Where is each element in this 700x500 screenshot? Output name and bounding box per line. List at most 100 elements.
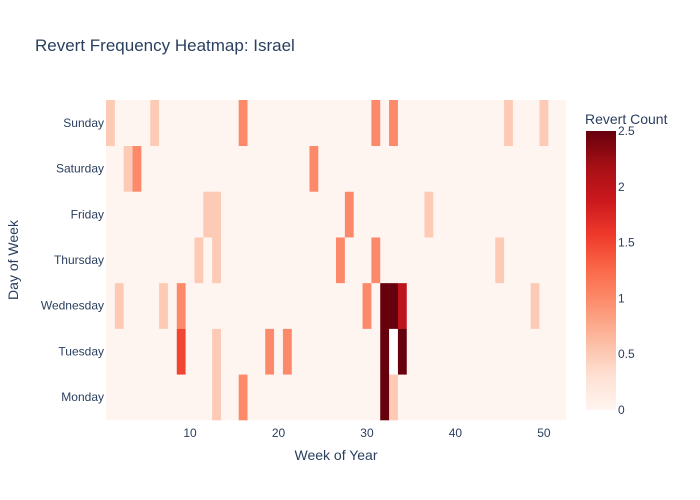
heatmap-cell-sunday-w1	[106, 100, 116, 147]
heatmap-cell-saturday-w43	[477, 145, 487, 192]
heatmap-cell-thursday-w48	[521, 237, 531, 284]
heatmap-cell-tuesday-w8	[167, 328, 178, 375]
heatmap-cell-wednesday-w15	[229, 282, 239, 329]
heatmap-cell-saturday-w15	[229, 145, 239, 192]
heatmap-cell-monday-w36	[415, 374, 425, 421]
heatmap-cell-saturday-w33	[389, 145, 399, 192]
heatmap-cell-friday-w39	[442, 191, 452, 238]
heatmap-cell-monday-w39	[442, 374, 452, 421]
heatmap-cell-tuesday-w4	[132, 328, 142, 375]
heatmap-cell-tuesday-w9	[176, 328, 186, 375]
heatmap-cell-wednesday-w5	[141, 282, 151, 329]
heatmap-cell-tuesday-w18	[256, 328, 266, 375]
heatmap-cell-saturday-w2	[114, 145, 124, 192]
heatmap-cell-wednesday-w31	[371, 282, 381, 329]
heatmap-cell-thursday-w45	[495, 237, 505, 284]
heatmap-cell-monday-w49	[530, 374, 540, 421]
heatmap-cell-friday-w12	[203, 191, 213, 238]
heatmap-cell-sunday-w31	[371, 100, 381, 147]
y-tick-label: Sunday	[63, 116, 104, 130]
heatmap-cell-thursday-w6	[150, 237, 160, 284]
heatmap-cell-tuesday-w38	[433, 328, 443, 375]
heatmap-cell-saturday-w48	[521, 145, 531, 192]
heatmap-cell-tuesday-w32	[380, 328, 390, 375]
heatmap-cell-thursday-w46	[504, 237, 514, 284]
heatmap-cell-monday-w45	[495, 374, 505, 421]
heatmap-cell-sunday-w9	[176, 100, 186, 147]
heatmap-cell-monday-w41	[459, 374, 469, 421]
heatmap-cell-sunday-w35	[406, 100, 416, 147]
heatmap-cell-wednesday-w8	[167, 282, 178, 329]
heatmap-cell-monday-w20	[274, 374, 284, 421]
heatmap-cell-tuesday-w27	[336, 328, 346, 375]
heatmap-cell-thursday-w50	[539, 237, 549, 284]
heatmap-cell-tuesday-w52	[557, 328, 567, 375]
heatmap-cell-friday-w15	[229, 191, 239, 238]
colorbar-ticks: 0 0.5 1 1.5 2 2.5	[618, 124, 635, 417]
heatmap-cell-saturday-w42	[468, 145, 478, 192]
heatmap-cell-thursday-w22	[291, 237, 301, 284]
heatmap-cell-saturday-w29	[353, 145, 363, 192]
heatmap-cell-friday-w45	[495, 191, 505, 238]
heatmap-cell-sunday-w39	[442, 100, 452, 147]
heatmap-cell-saturday-w18	[256, 145, 266, 192]
heatmap-cell-friday-w48	[521, 191, 531, 238]
heatmap-cell-thursday-w43	[477, 237, 487, 284]
heatmap-cell-monday-w46	[504, 374, 514, 421]
heatmap-cell-saturday-w11	[194, 145, 204, 192]
heatmap-cell-sunday-w47	[512, 100, 523, 147]
heatmap-cell-friday-w44	[486, 191, 496, 238]
heatmap-cell-sunday-w43	[477, 100, 487, 147]
heatmap-cell-tuesday-w29	[353, 328, 363, 375]
heatmap-cell-friday-w5	[141, 191, 151, 238]
heatmap-cell-wednesday-w2	[114, 282, 124, 329]
heatmap-cell-monday-w28	[344, 374, 354, 421]
heatmap-cell-sunday-w41	[459, 100, 469, 147]
heatmap-cell-saturday-w4	[132, 145, 142, 192]
heatmap-cell-monday-w15	[229, 374, 239, 421]
heatmap-cell-tuesday-w2	[114, 328, 124, 375]
heatmap-cell-thursday-w19	[265, 237, 275, 284]
heatmap-cell-wednesday-w44	[486, 282, 496, 329]
heatmap-cell-thursday-w30	[362, 237, 372, 284]
heatmap-cell-sunday-w13	[212, 100, 222, 147]
heatmap-cell-sunday-w34	[397, 100, 408, 147]
heatmap-cell-saturday-w46	[504, 145, 514, 192]
heatmap-cell-sunday-w37	[424, 100, 434, 147]
heatmap-cell-tuesday-w50	[539, 328, 549, 375]
heatmap-cell-thursday-w49	[530, 237, 540, 284]
heatmap-cell-tuesday-w49	[530, 328, 540, 375]
heatmap-cell-saturday-w6	[150, 145, 160, 192]
heatmap-cell-tuesday-w28	[344, 328, 354, 375]
heatmap-cell-wednesday-w19	[265, 282, 275, 329]
heatmap-cell-tuesday-w14	[221, 328, 231, 375]
heatmap-cell-sunday-w7	[159, 100, 169, 147]
heatmap-cell-saturday-w14	[221, 145, 231, 192]
heatmap-cell-wednesday-w30	[362, 282, 372, 329]
heatmap-cell-saturday-w19	[265, 145, 275, 192]
heatmap-cell-saturday-w5	[141, 145, 151, 192]
heatmap-cell-sunday-w10	[185, 100, 195, 147]
heatmap-cell-saturday-w23	[300, 145, 310, 192]
heatmap-cell-friday-w4	[132, 191, 142, 238]
heatmap-cell-friday-w46	[504, 191, 514, 238]
heatmap-cell-saturday-w22	[291, 145, 301, 192]
heatmap-cell-friday-w8	[167, 191, 178, 238]
heatmap-cell-tuesday-w45	[495, 328, 505, 375]
heatmap-cell-sunday-w26	[327, 100, 337, 147]
heatmap-cell-saturday-w40	[451, 145, 461, 192]
heatmap-cell-monday-w37	[424, 374, 434, 421]
heatmap-cell-thursday-w12	[203, 237, 213, 284]
heatmap-cell-thursday-w33	[389, 237, 399, 284]
heatmap-cell-monday-w14	[221, 374, 231, 421]
heatmap-cell-wednesday-w36	[415, 282, 425, 329]
heatmap-cell-wednesday-w26	[327, 282, 337, 329]
heatmap-cell-monday-w22	[291, 374, 301, 421]
heatmap-cell-monday-w1	[106, 374, 116, 421]
heatmap-cell-monday-w16	[238, 374, 248, 421]
heatmap-cell-tuesday-w11	[194, 328, 204, 375]
heatmap-cell-friday-w29	[353, 191, 363, 238]
heatmap-cell-friday-w27	[336, 191, 346, 238]
heatmap-cell-tuesday-w13	[212, 328, 222, 375]
heatmap-cell-wednesday-w34	[397, 282, 408, 329]
